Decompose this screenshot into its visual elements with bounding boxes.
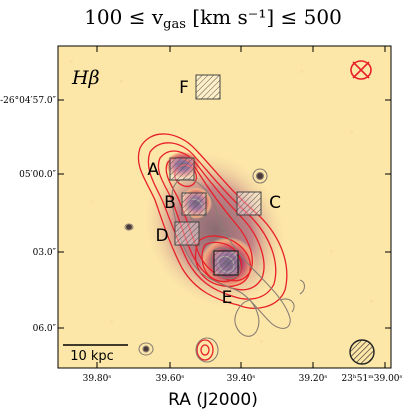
region-label-a: A — [147, 160, 159, 180]
noise-texture — [70, 60, 373, 343]
region-label-f: F — [179, 78, 189, 98]
region-label-d: D — [155, 226, 168, 246]
x-tick-label-2: 39.40ˢ — [227, 374, 256, 384]
region-label-b: B — [164, 193, 176, 213]
x-tick-label-4: 23ʰ51ᵐ39.00ˢ — [341, 374, 402, 384]
compact-source-bottom — [143, 346, 149, 352]
y-tick-label-1: 05′00.0″ — [19, 170, 57, 180]
region-box-d — [174, 221, 200, 246]
y-tick-label-3: 06.0″ — [33, 324, 57, 334]
region-label-c: C — [269, 193, 281, 213]
x-tick-marks — [96, 46, 386, 368]
x-tick-label-0: 39.80ˢ — [83, 374, 112, 384]
y-tick-marks — [58, 99, 391, 329]
region-box-f — [195, 74, 221, 100]
compact-source-right — [257, 173, 263, 179]
region-box-b — [181, 192, 207, 216]
contours-red — [137, 133, 288, 361]
region-boxes — [169, 74, 262, 276]
region-box-a — [169, 157, 195, 181]
beam-ellipse-icon — [349, 339, 375, 365]
scale-bar-label: 10 kpc — [70, 349, 114, 364]
panel-label: Hβ — [71, 67, 100, 89]
x-tick-label-3: 39.20ˢ — [299, 374, 328, 384]
x-tick-label-1: 39.60ˢ — [156, 374, 185, 384]
figure-title: 100 ≤ vgas [km s⁻¹] ≤ 500 — [84, 5, 342, 32]
x-axis-label: RA (J2000) — [168, 390, 258, 410]
y-tick-label-2: 03.0″ — [33, 248, 57, 258]
plot-frame — [57, 45, 392, 369]
compact-source-left — [126, 224, 132, 230]
region-box-c — [236, 191, 262, 216]
y-tick-label-0: -26°04′57.0″ — [0, 96, 57, 106]
region-box-e — [213, 250, 239, 276]
psf-cross-ellipse-icon — [350, 60, 372, 80]
region-label-e: E — [222, 288, 233, 308]
